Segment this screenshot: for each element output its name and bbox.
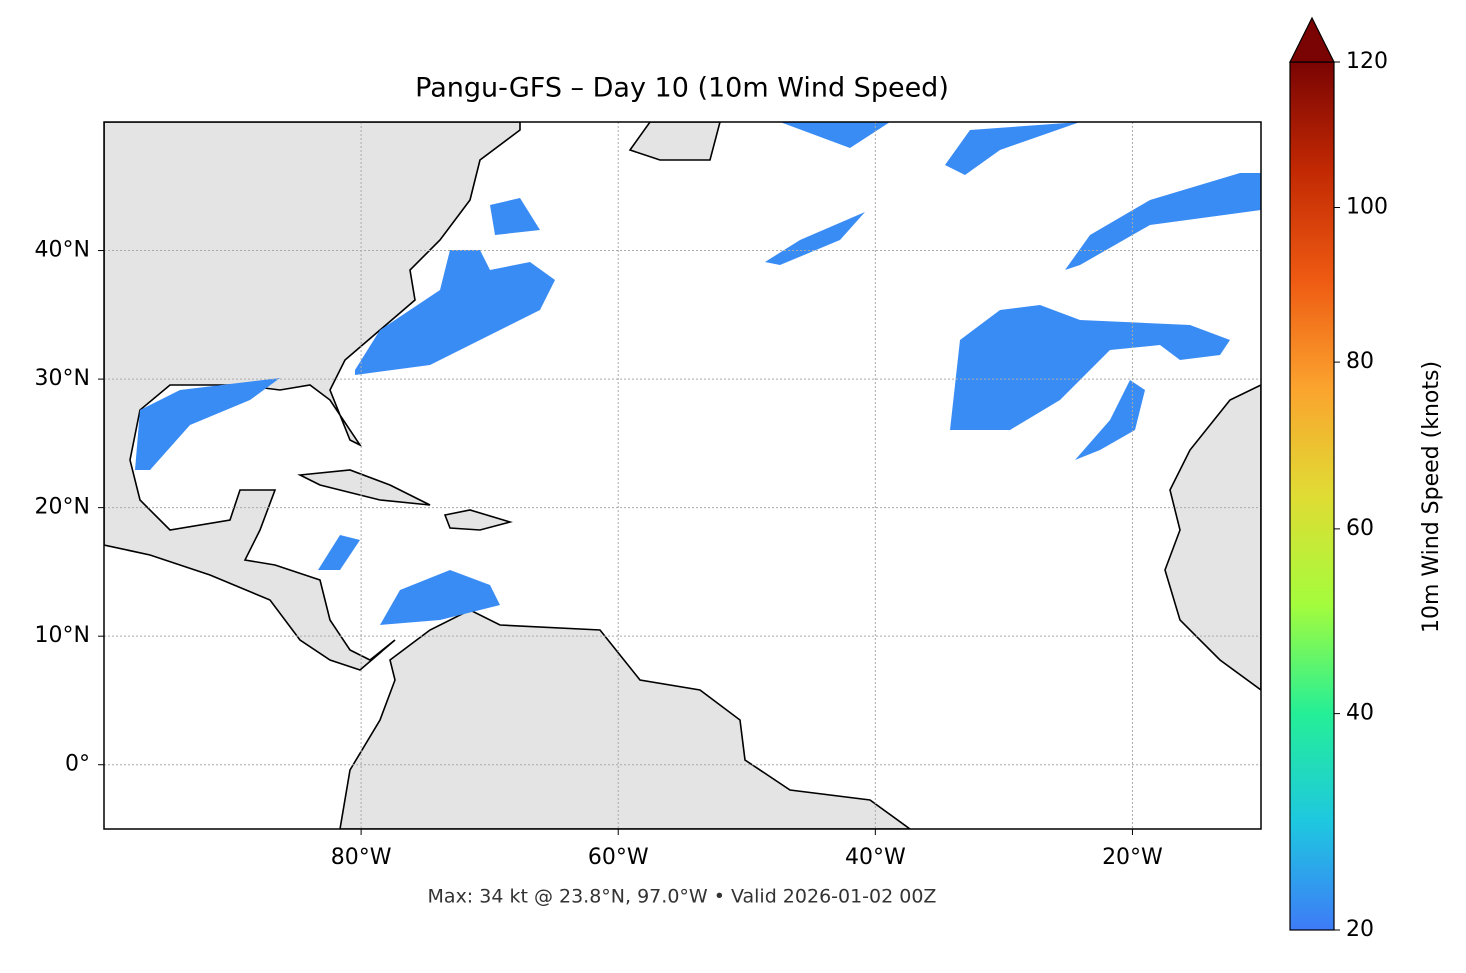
wind-area <box>950 305 1230 430</box>
wind-area <box>355 250 555 375</box>
cuba <box>297 469 431 506</box>
colorbar-tick-label: 80 <box>1346 349 1374 374</box>
south-america <box>339 609 912 829</box>
hispaniola <box>443 509 513 531</box>
colorbar-tick-label: 60 <box>1346 516 1374 541</box>
colorbar <box>1289 61 1335 931</box>
map-frame <box>103 121 1262 830</box>
colorbar-tick-label: 40 <box>1346 701 1374 726</box>
wind-area <box>765 212 865 265</box>
north-america <box>104 122 521 671</box>
wind-area <box>490 198 540 235</box>
y-tick-label: 40°N <box>35 238 90 263</box>
wind-area <box>318 535 360 570</box>
x-tick-label: 40°W <box>845 845 906 870</box>
footer-note: Max: 34 kt @ 23.8°N, 97.0°W • Valid 2026… <box>428 886 937 908</box>
wind-area <box>1075 380 1145 460</box>
colorbar-extend <box>1289 16 1335 63</box>
wind-area <box>380 570 500 625</box>
colorbar-label: 10m Wind Speed (knots) <box>1419 361 1444 633</box>
colorbar-tick-label: 100 <box>1346 195 1388 220</box>
africa <box>1164 384 1261 691</box>
x-tick-label: 80°W <box>331 845 392 870</box>
newfoundland <box>628 122 721 161</box>
x-tick-label: 60°W <box>588 845 649 870</box>
y-tick-label: 10°N <box>35 623 90 648</box>
colorbar-tick-label: 120 <box>1346 49 1388 74</box>
y-tick-label: 30°N <box>35 366 90 391</box>
wind-area <box>945 122 1080 175</box>
wind-area <box>1065 173 1261 270</box>
y-tick-label: 0° <box>65 752 90 777</box>
map <box>104 122 1261 829</box>
chart-title: Pangu-GFS – Day 10 (10m Wind Speed) <box>415 73 949 104</box>
x-tick-label: 20°W <box>1102 845 1163 870</box>
wind-area <box>135 378 280 470</box>
colorbar-tick-label: 20 <box>1346 917 1374 942</box>
y-tick-label: 20°N <box>35 495 90 520</box>
wind-area <box>780 122 890 148</box>
